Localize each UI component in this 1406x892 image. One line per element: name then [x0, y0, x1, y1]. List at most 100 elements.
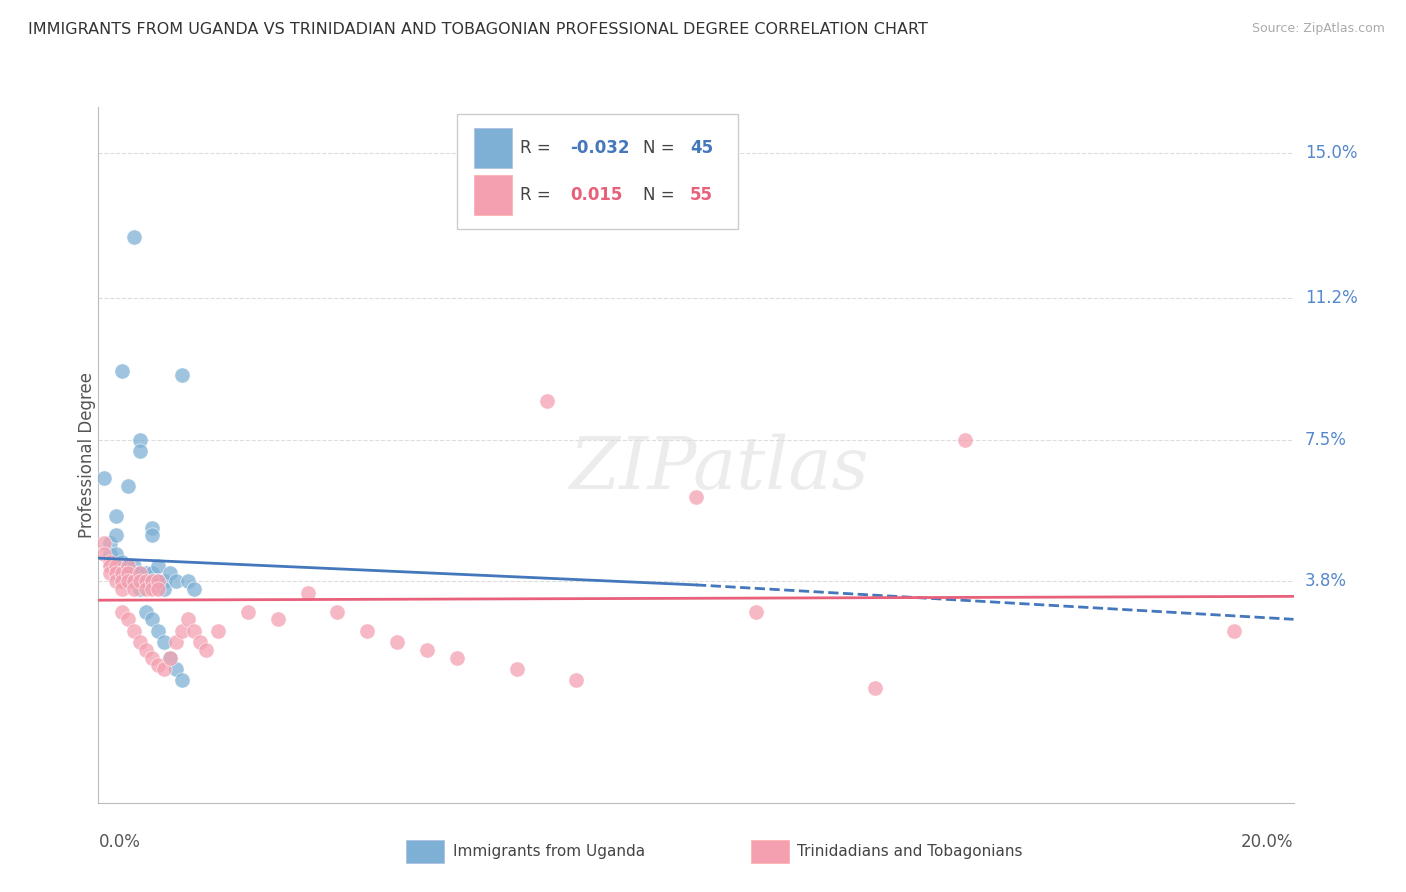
- Point: [141, 612, 163, 626]
- Point: [172, 673, 194, 688]
- Text: 0.0%: 0.0%: [98, 833, 141, 851]
- Point: [129, 574, 152, 588]
- Point: [177, 612, 200, 626]
- Point: [141, 520, 163, 534]
- Point: [565, 673, 588, 688]
- Point: [98, 566, 122, 581]
- Point: [111, 574, 134, 588]
- Point: [183, 582, 205, 596]
- Point: [111, 364, 134, 378]
- Point: [159, 566, 181, 581]
- Text: R =: R =: [520, 186, 557, 204]
- Point: [98, 547, 122, 561]
- Point: [124, 582, 146, 596]
- Point: [148, 658, 170, 673]
- Y-axis label: Professional Degree: Professional Degree: [79, 372, 96, 538]
- Point: [953, 433, 976, 447]
- Point: [135, 643, 157, 657]
- Text: N =: N =: [644, 138, 681, 157]
- Point: [111, 555, 134, 569]
- Point: [153, 635, 176, 649]
- Text: Source: ZipAtlas.com: Source: ZipAtlas.com: [1251, 22, 1385, 36]
- Text: 7.5%: 7.5%: [1305, 431, 1347, 449]
- Text: N =: N =: [644, 186, 681, 204]
- Point: [446, 650, 468, 665]
- Point: [129, 574, 152, 588]
- FancyBboxPatch shape: [457, 114, 738, 229]
- Point: [177, 574, 200, 588]
- Point: [153, 662, 176, 676]
- Point: [129, 566, 152, 581]
- Point: [141, 574, 163, 588]
- Point: [124, 574, 146, 588]
- Point: [165, 574, 187, 588]
- Point: [141, 528, 163, 542]
- Point: [148, 574, 170, 588]
- Point: [135, 605, 157, 619]
- Point: [117, 574, 139, 588]
- Point: [117, 574, 139, 588]
- Point: [865, 681, 887, 695]
- Point: [172, 624, 194, 638]
- Point: [98, 558, 122, 573]
- Point: [141, 582, 163, 596]
- Text: IMMIGRANTS FROM UGANDA VS TRINIDADIAN AND TOBAGONIAN PROFESSIONAL DEGREE CORRELA: IMMIGRANTS FROM UGANDA VS TRINIDADIAN AN…: [28, 22, 928, 37]
- Point: [135, 582, 157, 596]
- Point: [111, 582, 134, 596]
- Point: [148, 574, 170, 588]
- Point: [297, 585, 319, 599]
- Point: [124, 558, 146, 573]
- Point: [148, 582, 170, 596]
- Point: [416, 643, 439, 657]
- Point: [124, 566, 146, 581]
- Point: [267, 612, 290, 626]
- Point: [153, 574, 176, 588]
- Text: Trinidadians and Tobagonians: Trinidadians and Tobagonians: [797, 845, 1022, 859]
- Point: [685, 490, 707, 504]
- Point: [117, 612, 139, 626]
- Point: [93, 536, 115, 550]
- Point: [93, 547, 115, 561]
- Point: [129, 444, 152, 458]
- Point: [236, 605, 259, 619]
- Point: [117, 478, 139, 492]
- Point: [385, 635, 409, 649]
- Point: [148, 558, 170, 573]
- Point: [117, 566, 139, 581]
- Point: [159, 650, 181, 665]
- Point: [124, 624, 146, 638]
- Point: [194, 643, 218, 657]
- Point: [129, 433, 152, 447]
- Point: [141, 574, 163, 588]
- Text: 15.0%: 15.0%: [1305, 144, 1357, 162]
- Point: [105, 574, 128, 588]
- Text: -0.032: -0.032: [571, 138, 630, 157]
- Text: 45: 45: [690, 138, 713, 157]
- Point: [745, 605, 768, 619]
- Point: [536, 394, 558, 409]
- Point: [98, 555, 122, 569]
- Point: [141, 650, 163, 665]
- Point: [172, 368, 194, 382]
- Point: [111, 566, 134, 581]
- Point: [111, 566, 134, 581]
- Point: [159, 650, 181, 665]
- Point: [135, 574, 157, 588]
- Text: 11.2%: 11.2%: [1305, 289, 1357, 307]
- Text: Immigrants from Uganda: Immigrants from Uganda: [453, 845, 645, 859]
- Point: [98, 536, 122, 550]
- Text: 55: 55: [690, 186, 713, 204]
- Point: [111, 574, 134, 588]
- Point: [506, 662, 529, 676]
- Point: [105, 566, 128, 581]
- Text: 3.8%: 3.8%: [1305, 572, 1347, 591]
- Point: [129, 582, 152, 596]
- Point: [93, 471, 115, 485]
- Point: [207, 624, 229, 638]
- Point: [117, 558, 139, 573]
- Text: 20.0%: 20.0%: [1241, 833, 1294, 851]
- Point: [105, 528, 128, 542]
- Point: [105, 558, 128, 573]
- Text: ZIPatlas: ZIPatlas: [569, 434, 870, 504]
- Point: [129, 566, 152, 581]
